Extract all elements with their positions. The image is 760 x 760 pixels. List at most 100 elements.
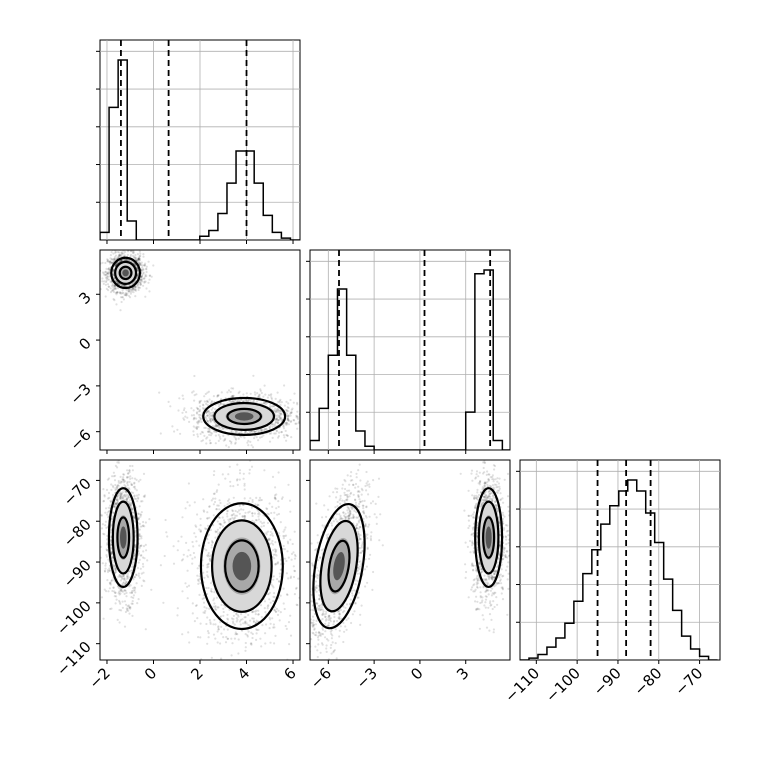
- scatter-point: [217, 394, 220, 397]
- scatter-point: [285, 410, 288, 413]
- scatter-point: [143, 280, 146, 283]
- scatter-point: [159, 432, 162, 435]
- scatter-point: [140, 500, 143, 503]
- scatter-point: [132, 261, 135, 265]
- scatter-point: [108, 581, 111, 584]
- scatter-point: [286, 434, 289, 437]
- scatter-point: [105, 287, 108, 290]
- scatter-point: [276, 391, 279, 394]
- scatter-point: [165, 531, 168, 534]
- scatter-point: [286, 417, 289, 420]
- scatter-point: [254, 393, 257, 396]
- scatter-point: [197, 420, 200, 423]
- scatter-point: [142, 565, 145, 568]
- scatter-point: [122, 292, 125, 295]
- scatter-point: [120, 495, 123, 498]
- scatter-point: [237, 652, 240, 655]
- scatter-point: [251, 498, 254, 502]
- scatter-point: [106, 271, 109, 274]
- contour-line: [111, 500, 135, 575]
- scatter-point: [139, 545, 142, 548]
- scatter-point: [119, 292, 122, 295]
- scatter-point: [296, 416, 299, 419]
- scatter-point: [107, 272, 110, 275]
- scatter-point: [114, 591, 117, 595]
- scatter-point: [129, 502, 132, 505]
- scatter-point: [205, 417, 208, 420]
- scatter-point: [275, 418, 278, 421]
- scatter-point: [133, 558, 136, 561]
- scatter-point: [167, 400, 170, 403]
- scatter-point: [205, 549, 208, 552]
- scatter-point: [115, 488, 118, 491]
- scatter-point: [105, 281, 108, 284]
- scatter-point: [214, 408, 217, 411]
- scatter-point: [208, 433, 211, 436]
- scatter-point: [110, 550, 113, 554]
- scatter-point: [130, 290, 133, 293]
- scatter-point: [124, 285, 127, 288]
- scatter-point: [142, 264, 145, 267]
- scatter-point: [196, 433, 199, 436]
- scatter-point: [279, 409, 282, 412]
- scatter-point: [273, 496, 276, 499]
- scatter-point: [200, 658, 203, 660]
- scatter-point: [121, 241, 123, 243]
- scatter-point: [192, 551, 195, 555]
- scatter-point: [290, 411, 293, 414]
- scatter-point: [100, 269, 102, 272]
- scatter-point: [134, 591, 137, 594]
- scatter-point: [286, 414, 289, 417]
- scatter-point: [182, 417, 185, 420]
- scatter-point: [102, 272, 105, 275]
- scatter-point: [126, 480, 129, 484]
- scatter-point: [212, 411, 215, 414]
- scatter-point: [115, 502, 118, 505]
- scatter-point: [113, 256, 116, 259]
- scatter-point: [125, 607, 128, 610]
- scatter-point: [188, 641, 191, 644]
- scatter-point: [117, 261, 120, 264]
- scatter-point: [125, 595, 128, 598]
- scatter-point: [131, 250, 134, 253]
- scatter-point: [128, 570, 131, 573]
- scatter-point: [283, 422, 287, 425]
- scatter-point: [114, 464, 117, 467]
- scatter-point: [280, 419, 283, 422]
- scatter-point: [111, 289, 114, 292]
- scatter-point: [150, 588, 153, 591]
- scatter-point: [267, 394, 270, 397]
- scatter-point: [214, 434, 217, 437]
- scatter-point: [234, 437, 237, 440]
- scatter-point: [127, 609, 130, 612]
- scatter-point: [136, 602, 139, 605]
- scatter-point: [253, 430, 256, 433]
- scatter-point: [118, 574, 121, 577]
- scatter-point: [206, 430, 210, 433]
- scatter-point: [198, 528, 201, 531]
- scatter-point: [105, 548, 108, 551]
- scatter-point: [279, 417, 282, 420]
- scatter-point: [269, 534, 272, 537]
- scatter-point: [141, 266, 144, 269]
- scatter-point: [215, 423, 218, 426]
- scatter-point: [244, 646, 247, 649]
- scatter-point: [119, 496, 122, 499]
- scatter-point: [145, 267, 148, 270]
- scatter-point: [268, 406, 271, 409]
- scatter-point: [238, 449, 241, 450]
- scatter-point: [128, 480, 131, 483]
- scatter-point: [268, 502, 271, 505]
- scatter-point: [206, 524, 210, 527]
- scatter-point: [122, 479, 125, 482]
- scatter-point: [133, 575, 136, 579]
- scatter-point: [238, 390, 241, 393]
- scatter-point: [114, 591, 117, 594]
- scatter-point: [295, 422, 298, 425]
- scatter-point: [199, 581, 202, 585]
- scatter-point: [278, 401, 281, 404]
- scatter-point: [207, 390, 210, 393]
- scatter-point: [207, 420, 210, 423]
- scatter-point: [100, 556, 102, 559]
- scatter-point: [286, 434, 289, 437]
